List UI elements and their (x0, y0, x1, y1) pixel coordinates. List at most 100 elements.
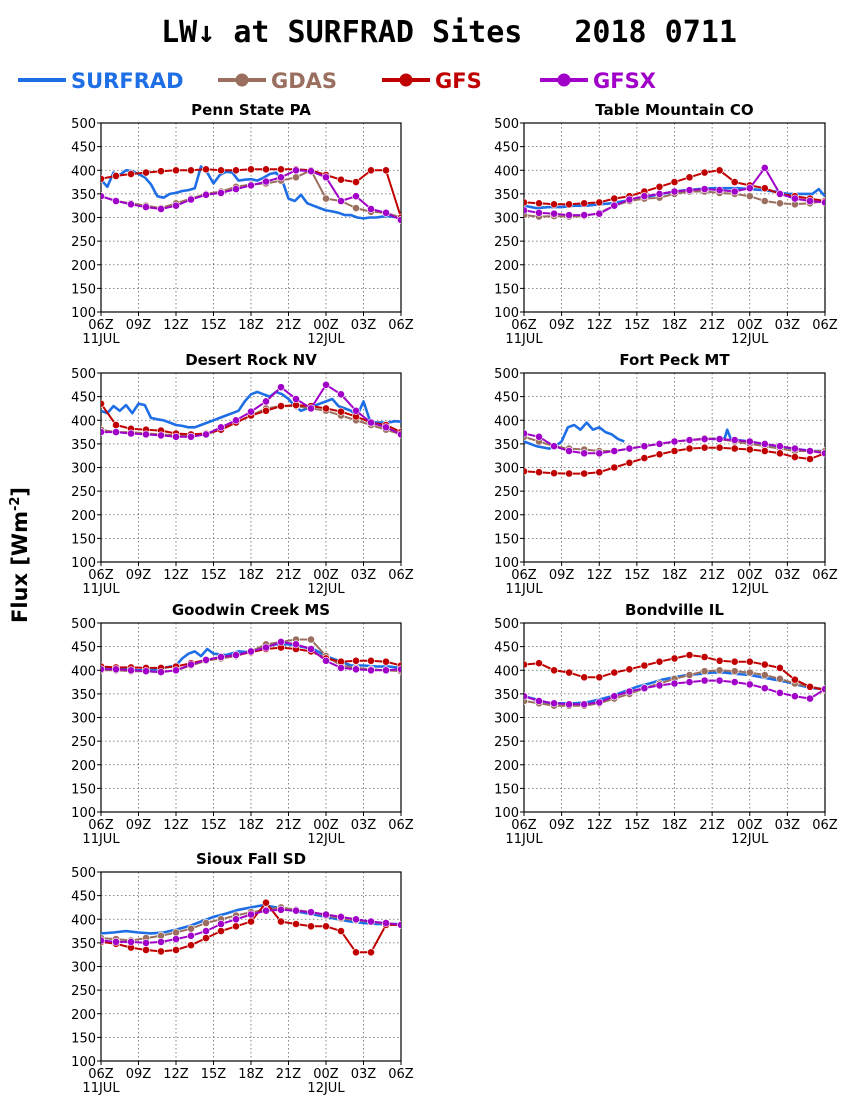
data-point-gfsx (337, 664, 345, 672)
y-tick-label: 400 (494, 414, 519, 429)
data-point-gfsx (307, 645, 315, 653)
y-tick-label: 100 (71, 1055, 96, 1070)
data-point-gfs (367, 166, 375, 175)
x-tick-label: 03Z (775, 818, 801, 833)
data-point-gfsx (172, 935, 180, 943)
data-point-gfs (745, 445, 754, 454)
data-point-gfsx (367, 205, 375, 213)
data-point-gfsx (397, 665, 401, 674)
x-tick-label: 06Z (388, 568, 414, 583)
x-date-label: 12JUL (731, 582, 769, 597)
data-point-gfs (101, 174, 105, 183)
data-point-gdas (715, 666, 724, 675)
data-point-gfsx (715, 676, 724, 685)
data-point-gfs (307, 922, 315, 931)
data-point-gfsx (202, 927, 210, 935)
data-point-gfsx (367, 418, 375, 427)
data-point-gfsx (217, 423, 225, 432)
chart-panels: Penn State PA 100 150 200 250 300 350 400 450 500… (71, 101, 838, 1096)
data-point-gfsx (101, 428, 105, 436)
data-point-gfs (157, 167, 165, 176)
y-tick-label: 400 (494, 664, 519, 679)
y-tick-label: 150 (494, 532, 519, 547)
data-point-gfs (580, 469, 589, 478)
x-tick-label: 21Z (276, 318, 302, 333)
data-point-gfsx (640, 192, 649, 201)
data-point-gfsx (760, 439, 769, 448)
y-tick-label: 500 (71, 617, 96, 632)
data-point-gfsx (776, 442, 784, 451)
x-tick-label: 06Z (812, 818, 838, 833)
data-point-gfs (262, 406, 270, 415)
x-tick-label: 18Z (238, 318, 264, 333)
data-point-gfsx (262, 906, 270, 915)
x-tick-label: 00Z (313, 1067, 339, 1082)
data-point-gfsx (352, 406, 360, 415)
data-point-gfsx (397, 921, 401, 929)
data-point-gfsx (367, 917, 375, 926)
data-point-gfsx (187, 432, 195, 441)
data-point-gfsx (806, 197, 814, 205)
data-point-gfsx (565, 700, 573, 709)
data-point-gfsx (101, 936, 105, 945)
data-point-gdas (172, 928, 180, 937)
title-main: LW↓ at SURFRAD Sites (161, 15, 522, 50)
data-point-gfs (685, 173, 694, 182)
data-point-gfsx (127, 938, 135, 946)
data-point-gfs (550, 200, 558, 209)
y-tick-label: 300 (71, 961, 96, 976)
data-point-gfsx (322, 656, 330, 665)
y-tick-label: 300 (71, 212, 96, 227)
data-point-gfs (595, 198, 604, 207)
data-point-gfsx (640, 684, 649, 693)
data-point-gfsx (655, 189, 664, 198)
series-layer (101, 635, 401, 676)
x-tick-label: 03Z (351, 318, 377, 333)
y-tick-label: 500 (494, 617, 519, 632)
x-date-label: 12JUL (307, 332, 345, 347)
data-point-gfsx (595, 698, 604, 707)
y-tick-label: 350 (494, 188, 519, 203)
x-date-label: 11JUL (505, 832, 543, 847)
y-tick-label: 200 (71, 759, 96, 774)
x-tick-label: 00Z (737, 818, 763, 833)
x-tick-label: 21Z (699, 818, 725, 833)
data-point-gfsx (580, 211, 589, 219)
y-tick-label: 450 (71, 890, 96, 905)
y-tick-label: 400 (494, 164, 519, 179)
data-point-gfsx (142, 203, 150, 211)
data-point-gfs (247, 917, 255, 926)
data-point-gfsx (821, 449, 825, 458)
data-point-gfsx (127, 200, 135, 209)
data-point-gfsx (352, 192, 360, 201)
data-point-gfsx (217, 920, 225, 928)
x-tick-label: 06Z (388, 818, 414, 833)
data-point-gfsx (352, 665, 360, 674)
data-point-gfsx (791, 444, 799, 453)
data-point-gfsx (307, 404, 315, 413)
data-point-gfsx (670, 437, 679, 446)
data-point-gfs (217, 927, 225, 935)
x-tick-label: 09Z (549, 318, 575, 333)
data-point-gfs (625, 458, 634, 467)
data-point-gfsx (307, 167, 315, 176)
y-tick-label: 250 (71, 235, 96, 250)
data-point-gfsx (247, 407, 255, 416)
x-date-label: 12JUL (307, 832, 345, 847)
data-point-gfsx (262, 643, 270, 652)
x-tick-label: 00Z (313, 568, 339, 583)
x-tick-label: 21Z (276, 818, 302, 833)
series-layer (101, 380, 401, 441)
data-point-gfs (670, 654, 679, 663)
data-point-gfsx (307, 908, 315, 917)
data-point-gfs (322, 404, 330, 413)
data-point-gfs (610, 463, 619, 472)
data-point-gdas (760, 671, 769, 679)
data-point-gfsx (685, 678, 694, 686)
data-point-gfsx (217, 188, 225, 197)
data-point-gfsx (247, 181, 255, 190)
data-point-gfsx (595, 209, 604, 218)
data-point-gdas (187, 924, 195, 933)
data-point-gfsx (322, 380, 330, 389)
y-tick-label: 450 (494, 141, 519, 156)
